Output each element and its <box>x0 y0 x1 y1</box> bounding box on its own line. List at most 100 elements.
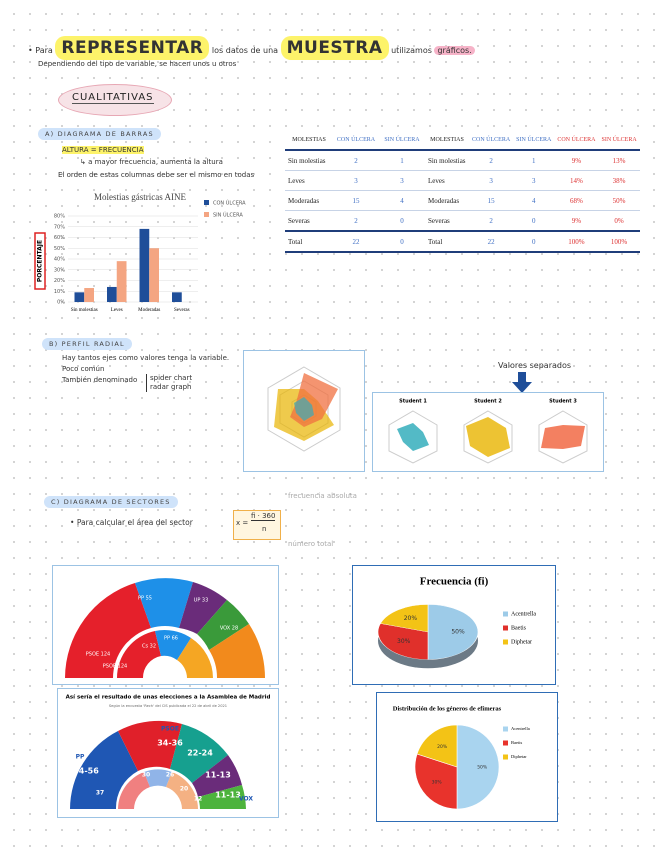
table-cell: 100% <box>598 230 640 253</box>
note: Poco común <box>62 365 105 373</box>
table-cell: Leves <box>425 170 469 191</box>
seat-label: PSOE <box>161 726 179 733</box>
table-cell: 3 <box>333 170 379 191</box>
text: Para <box>35 46 53 55</box>
legend-label: SIN ÚLCERA <box>213 212 243 219</box>
radar-grid <box>538 410 588 464</box>
seat-label: 54-56 <box>73 767 99 776</box>
table-cell: Total <box>285 230 333 253</box>
heading: c) Diagrama de sectores <box>44 496 178 508</box>
legend-label: Acentrella <box>511 611 536 617</box>
table-cell: 9% <box>554 210 599 232</box>
table-cell: Moderadas <box>425 190 469 211</box>
table-cell: 38% <box>598 170 640 191</box>
table-cell: Total <box>425 230 469 253</box>
table-cell: Sin molestias <box>425 150 469 171</box>
y-tick-label: 40% <box>54 257 65 263</box>
value-label: 20% <box>437 744 448 750</box>
value-label: 50% <box>477 765 488 771</box>
value-label: 30% <box>397 638 411 645</box>
table-cell: 1 <box>379 150 425 171</box>
seat-label: PSOE 124 <box>103 664 127 670</box>
callout: Valores separados <box>498 361 572 370</box>
heading: a) Diagrama de barras <box>38 128 161 140</box>
radar-area <box>466 417 510 457</box>
heading: b) Perfil radial <box>42 338 132 350</box>
formula: fi · 360 <box>251 512 276 521</box>
note: spider chart <box>150 374 193 382</box>
bar-chart: Molestias gástricas AINE PORCENTAJE 0% 10% 2… <box>34 192 246 313</box>
table-cell: 0 <box>513 210 555 232</box>
note: Hay tantos ejes como valores tenga la va… <box>62 354 230 362</box>
table-cell: 0 <box>379 230 425 253</box>
table-cell: MOLESTIAS <box>425 130 469 151</box>
legend-swatch <box>503 611 508 617</box>
seat-label: 37 <box>96 790 104 797</box>
bar <box>84 288 94 302</box>
table-cell: 22 <box>469 230 514 253</box>
legend-label: Diphetar <box>511 639 532 645</box>
x-tick-label: Leves <box>111 308 123 313</box>
table-cell: 100% <box>554 230 599 253</box>
poll-chart: Así sería el resultado de unas eleccione… <box>57 688 279 818</box>
table-cell: Severas <box>285 210 333 232</box>
seat-label: 11-13 <box>205 771 231 780</box>
data-table: MOLESTIAS CON ÚLCERA SIN ÚLCERA Sin molesti… <box>285 130 425 253</box>
seat-label: 11-13 <box>215 791 241 800</box>
note: El orden de estas columnas debe ser el m… <box>58 171 255 179</box>
table-cell: SIN ÚLCERA <box>598 130 640 151</box>
table-cell: CON ÚLCERA <box>333 130 379 151</box>
table-cell: 2 <box>469 210 514 232</box>
table-cell: 4 <box>379 190 425 211</box>
table-cell: 13% <box>598 150 640 171</box>
table-cell: 2 <box>333 150 379 171</box>
formula: n <box>262 525 267 533</box>
y-tick-label: 10% <box>54 289 65 295</box>
seat-label: PP <box>76 754 85 761</box>
table-cell: Severas <box>425 210 469 232</box>
seat-label: PSOE 124 <box>86 652 110 658</box>
intro: • Para REPRESENTAR los datos de una MUES… <box>28 36 475 60</box>
annotation: frecuencia absoluta <box>288 492 357 500</box>
note: Para calcular el área del sector <box>76 518 193 527</box>
table-cell: MOLESTIAS <box>285 130 333 151</box>
bar <box>149 248 159 302</box>
highlight: gráficos. <box>434 46 475 55</box>
seat-label: PP 66 <box>164 636 178 642</box>
highlight: MUESTRA <box>280 36 389 60</box>
value-label: 30% <box>432 779 443 785</box>
chart-title: Así sería el resultado de unas eleccione… <box>66 694 271 701</box>
table-cell: Moderadas <box>285 190 333 211</box>
legend-label: Baetis <box>511 740 522 745</box>
annotation: número total <box>288 540 334 548</box>
legend-swatch <box>204 212 209 217</box>
legend-swatch <box>503 726 508 732</box>
table-cell: 15 <box>469 190 514 211</box>
radar-chart <box>243 350 365 472</box>
y-tick-label: 80% <box>54 214 65 220</box>
legend-label: Diphetar <box>511 754 527 759</box>
table-cell: 1 <box>513 150 555 171</box>
seat-label: 12 <box>194 796 202 803</box>
table-cell: 50% <box>598 190 640 211</box>
arrow <box>512 372 532 393</box>
table-cell: 9% <box>554 150 599 171</box>
pie <box>414 724 500 810</box>
legend-swatch <box>503 754 508 760</box>
pie-slice <box>416 724 458 768</box>
radar-grid <box>388 410 438 464</box>
table-cell: 2 <box>469 150 514 171</box>
table-cell: 0 <box>379 210 425 232</box>
y-tick-label: 50% <box>54 246 65 252</box>
note: ALTURA = FRECUENCIA <box>62 146 144 154</box>
table-cell: SIN ÚLCERA <box>379 130 425 151</box>
table-cell: 15 <box>333 190 379 211</box>
category: CUALITATIVAS <box>72 92 154 104</box>
y-tick-label: 20% <box>54 278 65 284</box>
seat-label: Cs 32 <box>142 644 156 650</box>
data-table: MOLESTIAS CON ÚLCERA SIN ÚLCERA CON ÚLCERA S… <box>425 130 640 253</box>
table-cell: 68% <box>554 190 599 211</box>
seat-label: 30 <box>142 772 150 779</box>
note: ↳ a mayor frecuencia, aumenta la altura <box>80 158 223 166</box>
x-tick-label: Severas <box>174 308 190 313</box>
